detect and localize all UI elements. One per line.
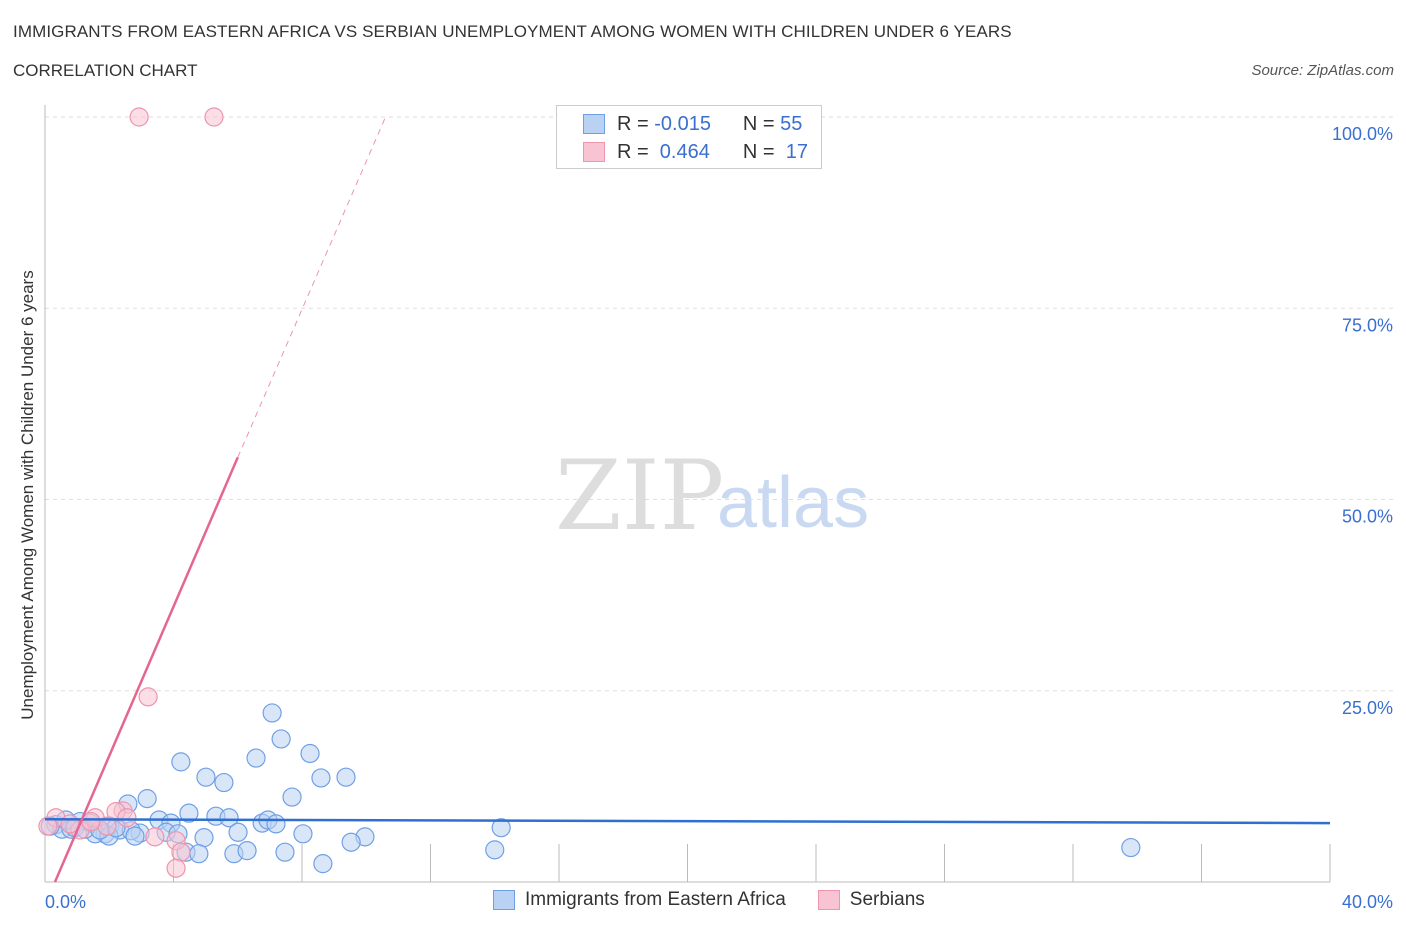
r-value: -0.015	[654, 112, 711, 135]
legend-label: Immigrants from Eastern Africa	[525, 889, 786, 910]
serbian-point	[204, 107, 224, 127]
pink-swatch	[817, 890, 840, 910]
eastern-africa-point	[179, 803, 199, 823]
eastern-africa-point	[194, 828, 214, 848]
y-tick-label: 25.0%	[1342, 698, 1393, 718]
eastern-africa-point	[336, 767, 356, 787]
eastern-africa-trendline	[44, 818, 1331, 825]
x-tick-label: 40.0%	[1342, 892, 1393, 912]
eastern-africa-point	[228, 822, 248, 842]
blue-swatch	[493, 890, 515, 910]
eastern-africa-point	[196, 767, 216, 787]
eastern-africa-point	[262, 703, 282, 723]
eastern-africa-point	[219, 808, 239, 828]
serbian-point	[117, 808, 137, 828]
serbian-point	[138, 687, 158, 707]
eastern-africa-point	[300, 743, 320, 764]
eastern-africa-point	[266, 814, 286, 834]
y-tick-label: 50.0%	[1342, 507, 1393, 527]
serbian-trendline-extension	[237, 116, 386, 458]
eastern-africa-point	[485, 840, 505, 860]
eastern-africa-point	[189, 844, 209, 864]
serbian-point	[38, 816, 58, 836]
eastern-africa-point	[246, 748, 266, 768]
series-legend: Immigrants from Eastern Africa Serbians	[493, 889, 957, 911]
serbian-trendline	[53, 456, 239, 883]
eastern-africa-point	[125, 826, 145, 846]
eastern-africa-point	[341, 832, 361, 852]
r-value: 0.464	[654, 140, 710, 163]
stats-legend: R = -0.015 N = 55 R = 0.464 N = 17	[556, 105, 822, 169]
eastern-africa-point	[214, 772, 234, 793]
eastern-africa-point	[313, 854, 333, 874]
eastern-africa-point	[137, 789, 157, 809]
serbian-point	[171, 842, 191, 862]
y-tick-label: 75.0%	[1342, 315, 1393, 335]
r-label: R =	[617, 140, 649, 163]
legend-item-serbians: Serbians	[817, 889, 925, 911]
serbian-point	[129, 107, 149, 127]
x-tick-label: 0.0%	[45, 892, 86, 912]
legend-row-eastern-africa: R = -0.015 N = 55	[583, 112, 802, 136]
eastern-africa-point	[282, 787, 302, 807]
eastern-africa-point	[293, 824, 313, 844]
legend-row-serbians: R = 0.464 N = 17	[583, 140, 808, 164]
serbian-point	[166, 858, 186, 878]
eastern-africa-point	[271, 729, 291, 749]
eastern-africa-point	[171, 752, 191, 772]
eastern-africa-point	[1121, 837, 1141, 858]
r-label: R =	[617, 112, 649, 135]
eastern-africa-point	[275, 842, 295, 862]
blue-swatch	[583, 114, 605, 134]
y-tick-label: 100.0%	[1332, 124, 1393, 144]
source-label: Source: ZipAtlas.com	[1251, 62, 1394, 79]
pink-swatch	[583, 142, 605, 162]
legend-item-eastern-africa: Immigrants from Eastern Africa	[493, 889, 786, 911]
n-label: N =	[742, 140, 775, 163]
watermark-atlas: atlas	[717, 463, 870, 543]
chart-title: IMMIGRANTS FROM EASTERN AFRICA VS SERBIA…	[13, 22, 1012, 41]
watermark-zip: ZIP	[555, 440, 725, 552]
chart-subtitle: CORRELATION CHART	[13, 61, 198, 80]
n-label: N =	[742, 112, 775, 135]
n-value: 17	[780, 140, 808, 163]
serbian-point	[145, 827, 165, 847]
n-value: 55	[780, 112, 803, 135]
legend-label: Serbians	[849, 889, 925, 910]
eastern-africa-point	[491, 818, 511, 838]
eastern-africa-point	[311, 768, 331, 788]
eastern-africa-point	[237, 841, 257, 861]
